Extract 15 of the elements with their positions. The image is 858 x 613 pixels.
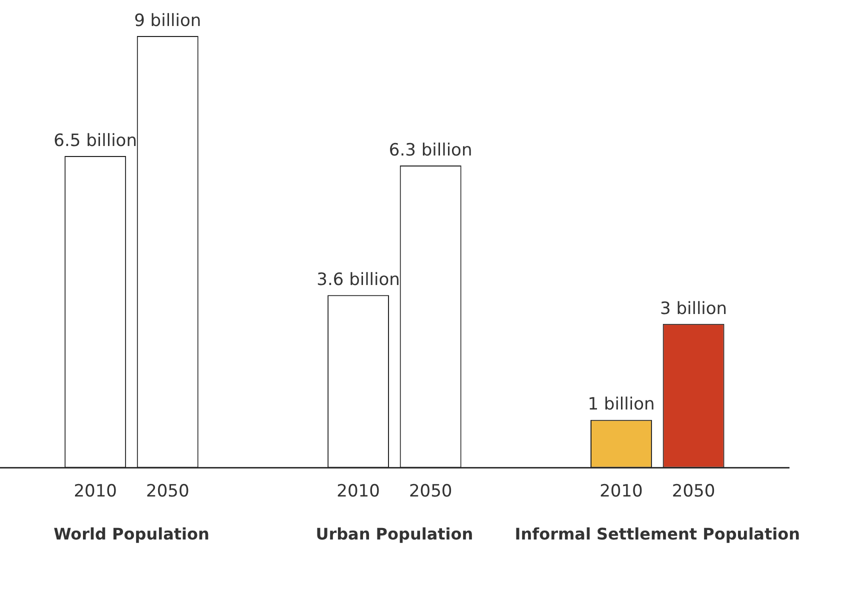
data-label: 3.6 billion (316, 270, 400, 290)
series-label: 2010 (74, 482, 117, 502)
data-label: 9 billion (134, 10, 202, 31)
data-label: 6.3 billion (388, 140, 472, 160)
x-tick-label: Informal Settlement Population (514, 524, 800, 544)
text: 2010 (336, 482, 380, 502)
text: 2050 (408, 482, 452, 502)
text: 2010 (600, 482, 643, 502)
text: 2050 (672, 482, 716, 502)
data-label: 6.5 billion (54, 130, 137, 151)
data-label: 1 billion (588, 394, 655, 415)
data-label: 3 billion (660, 298, 728, 319)
x-tick-label: Urban Population (316, 524, 474, 544)
series-label: 2050 (146, 482, 190, 502)
x-tick-label: World Population (54, 524, 210, 544)
